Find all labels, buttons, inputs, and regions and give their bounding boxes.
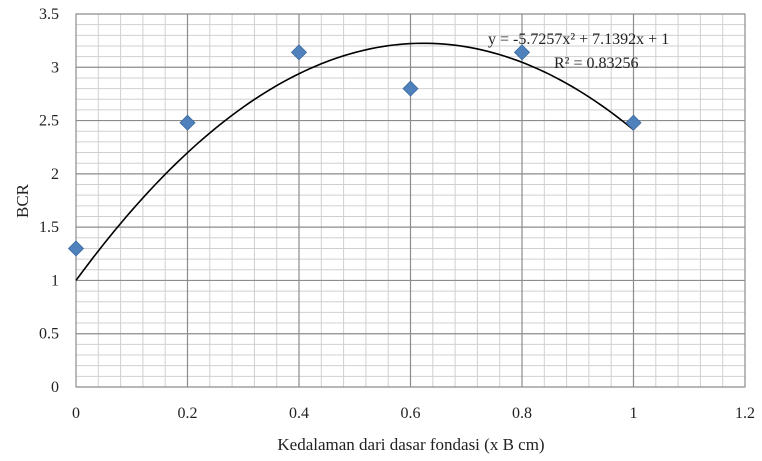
data-point-diamond <box>290 44 308 61</box>
data-point-diamond <box>625 114 642 131</box>
trendline-r-squared: R² = 0.83256 <box>554 55 639 72</box>
data-points <box>67 44 642 257</box>
data-point-diamond <box>179 114 196 131</box>
trendline-equation: y = -5.7257x² + 7.1392x + 1 <box>488 31 669 48</box>
plot-area-border <box>75 13 746 388</box>
y-tick-label: 3 <box>51 59 59 76</box>
x-axis-title: Kedalaman dari dasar fondasi (x B cm) <box>277 435 544 454</box>
major-gridlines <box>75 13 746 388</box>
data-point-diamond <box>67 240 85 257</box>
data-point-diamond <box>402 80 419 97</box>
x-tick-label: 1.2 <box>735 405 755 422</box>
y-tick-label: 0 <box>51 379 59 396</box>
y-tick-label: 1 <box>51 272 59 289</box>
y-tick-label: 2 <box>51 166 59 183</box>
x-tick-label: 0.6 <box>401 405 421 422</box>
x-tick-label: 0.8 <box>512 405 532 422</box>
x-tick-label: 0.4 <box>289 405 309 422</box>
x-tick-label: 1 <box>630 405 638 422</box>
y-tick-label: 1.5 <box>39 219 59 236</box>
data-point-diamond <box>513 44 531 61</box>
y-tick-label: 3.5 <box>39 6 59 23</box>
y-tick-labels: 0 0.5 1 1.5 2 2.5 3 3.5 <box>39 6 59 396</box>
y-tick-label: 2.5 <box>39 113 59 130</box>
x-tick-label: 0 <box>72 405 80 422</box>
trendline <box>75 42 635 281</box>
x-tick-label: 0.2 <box>178 405 198 422</box>
y-axis-title: BCR <box>13 183 32 218</box>
x-tick-labels: 0 0.2 0.4 0.6 0.8 1 1.2 <box>72 405 755 422</box>
y-tick-label: 0.5 <box>39 326 59 343</box>
